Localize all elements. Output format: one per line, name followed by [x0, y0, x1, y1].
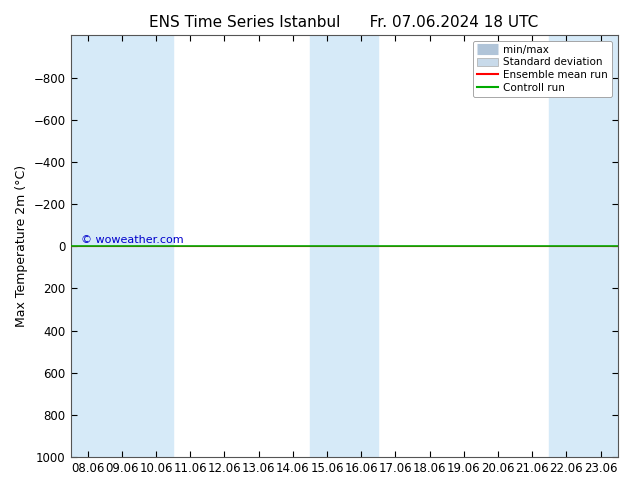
Y-axis label: Max Temperature 2m (°C): Max Temperature 2m (°C)	[15, 165, 28, 327]
Bar	[549, 35, 618, 457]
Text: © woweather.com: © woweather.com	[82, 235, 184, 245]
Title: ENS Time Series Istanbul      Fr. 07.06.2024 18 UTC: ENS Time Series Istanbul Fr. 07.06.2024 …	[150, 15, 539, 30]
Legend: min/max, Standard deviation, Ensemble mean run, Controll run: min/max, Standard deviation, Ensemble me…	[473, 41, 612, 97]
Bar	[70, 35, 173, 457]
Bar	[310, 35, 378, 457]
